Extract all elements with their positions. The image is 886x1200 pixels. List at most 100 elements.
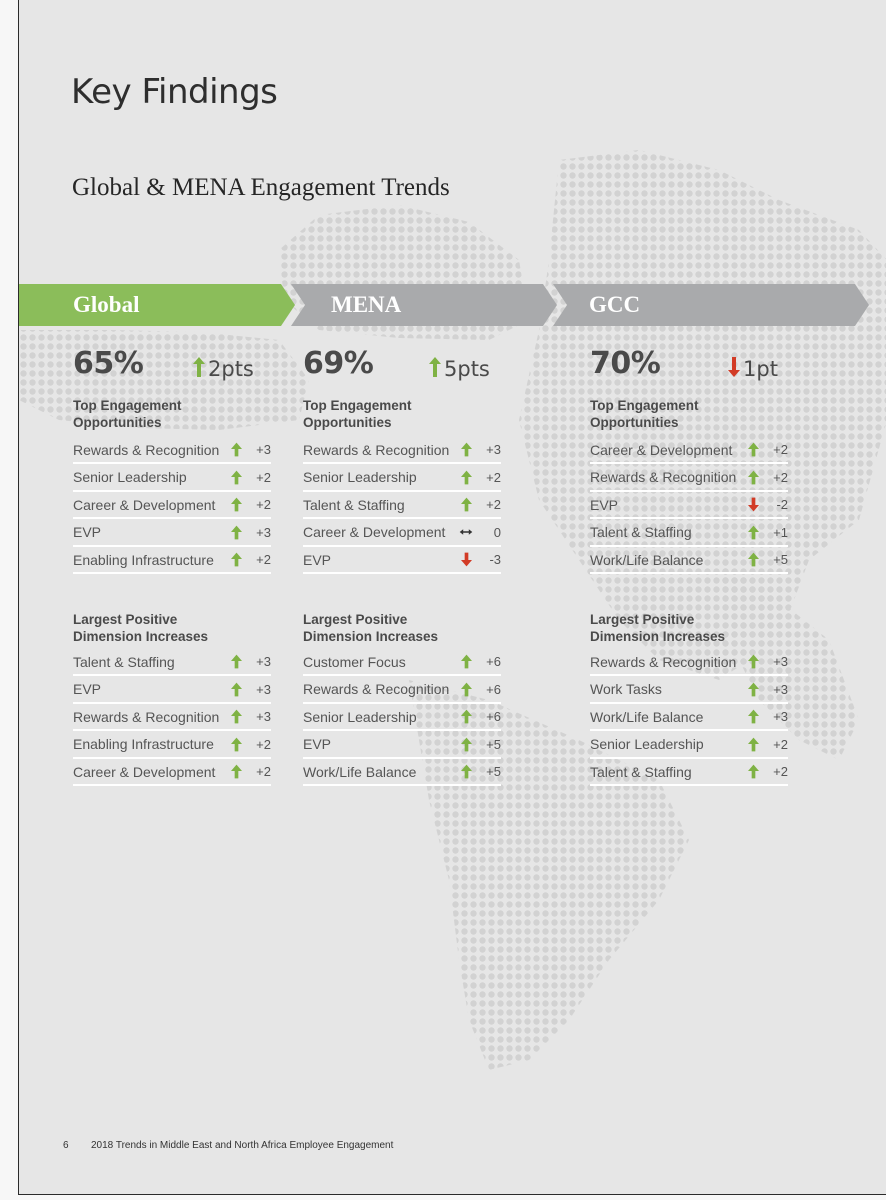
report-page: Key Findings Global & MENA Engagement Tr… <box>18 0 886 1195</box>
dimension-change: +1 <box>773 524 788 540</box>
engagement-score: 69% <box>303 346 374 381</box>
arrow-up-icon <box>746 525 760 540</box>
page-title: Key Findings <box>71 72 278 112</box>
top-opportunities-heading: Top Engagement Opportunities <box>590 398 699 430</box>
arrow-down-icon <box>459 552 473 567</box>
arrow-up-icon <box>459 709 473 724</box>
dimension-label: Talent & Staffing <box>590 763 692 780</box>
dimension-change: 0 <box>493 524 501 540</box>
positive-increase-row: Talent & Staffing +2 <box>590 759 788 786</box>
footer-page-number: 6 <box>63 1140 69 1151</box>
positive-increase-row: Career & Development +2 <box>73 759 271 786</box>
dimension-change: +3 <box>486 442 501 457</box>
positive-increase-row: EVP +5 <box>303 732 501 759</box>
top-opportunity-row: Rewards & Recognition +2 <box>590 465 788 492</box>
dimension-change: +2 <box>256 552 271 567</box>
section-title: Global & MENA Engagement Trends <box>72 174 450 201</box>
top-opportunity-row: EVP -2 <box>590 492 788 519</box>
arrow-up-icon <box>459 737 473 752</box>
dimension-change: -2 <box>776 497 788 512</box>
dimension-label: EVP <box>73 524 102 540</box>
arrow-up-icon <box>746 764 760 779</box>
dimension-change: +2 <box>773 764 788 779</box>
dimension-change: +3 <box>256 654 271 669</box>
dimension-label: Senior Leadership <box>590 736 704 752</box>
dimension-label: Senior Leadership <box>73 469 187 485</box>
arrow-up-icon <box>229 654 243 669</box>
dimension-label: Rewards & Recognition <box>303 681 450 697</box>
dimension-label: Senior Leadership <box>303 469 417 485</box>
dimension-label: Rewards & Recognition <box>590 653 737 670</box>
positive-increase-row: Senior Leadership +6 <box>303 704 501 731</box>
dimension-change: +5 <box>486 736 501 752</box>
top-opportunity-row: Career & Development 0 <box>303 520 501 547</box>
dimension-change: +2 <box>773 469 788 485</box>
arrow-up-icon <box>746 442 760 457</box>
dimension-label: EVP <box>303 736 332 752</box>
dimension-change: +2 <box>256 736 271 752</box>
dimension-label: Work/Life Balance <box>303 763 417 780</box>
positive-increase-row: Work/Life Balance +5 <box>303 759 501 786</box>
arrow-down-icon <box>728 356 743 382</box>
positive-increase-row: Work Tasks +3 <box>590 677 788 704</box>
tab-gcc[interactable]: GCC <box>589 292 641 317</box>
dimension-label: Customer Focus <box>303 653 406 670</box>
dimension-label: Work/Life Balance <box>590 551 704 568</box>
footer-title: 2018 Trends in Middle East and North Afr… <box>91 1140 394 1151</box>
score-change-label: 1pt <box>743 357 778 381</box>
dimension-change: +2 <box>486 497 501 512</box>
top-opportunities-heading: Top Engagement Opportunities <box>73 398 182 430</box>
top-opportunity-row: Rewards & Recognition +3 <box>73 437 271 464</box>
arrow-up-icon <box>229 682 243 697</box>
top-opportunity-row: Enabling Infrastructure +2 <box>73 547 271 574</box>
positive-increase-row: Customer Focus +6 <box>303 649 501 676</box>
arrow-up-icon <box>459 470 473 485</box>
tab-mena[interactable]: MENA <box>331 292 402 317</box>
arrow-up-icon <box>459 497 473 512</box>
dimension-change: +2 <box>486 469 501 485</box>
dimension-label: EVP <box>73 681 102 697</box>
tab-global[interactable]: Global <box>73 292 140 317</box>
tab-global-shape <box>19 284 295 326</box>
arrow-up-icon <box>229 525 243 540</box>
region-banner <box>19 284 869 326</box>
positive-increase-row: EVP +3 <box>73 677 271 704</box>
arrow-up-icon <box>459 764 473 779</box>
top-opportunity-row: Talent & Staffing +1 <box>590 520 788 547</box>
dimension-change: +2 <box>256 469 271 485</box>
score-change: 2pts <box>193 356 254 382</box>
dimension-change: +3 <box>256 681 271 697</box>
headline: 69% 5pts <box>303 342 501 388</box>
dimension-label: Rewards & Recognition <box>590 469 737 485</box>
world-map-dot-pattern <box>19 150 886 1070</box>
score-change: 1pt <box>728 356 778 382</box>
region-column-global: 65% 2pts Top Engagement Opportunities Rewar… <box>73 342 271 786</box>
top-opportunities-heading: Top Engagement Opportunities <box>303 398 412 430</box>
dimension-change: -3 <box>489 552 501 567</box>
positive-increase-row: Rewards & Recognition +3 <box>590 649 788 676</box>
arrow-up-icon <box>229 497 243 512</box>
arrow-up-icon <box>746 737 760 752</box>
dimension-label: Career & Development <box>73 496 216 513</box>
arrow-down-icon <box>746 497 760 512</box>
dimension-label: Enabling Infrastructure <box>73 551 214 568</box>
headline: 70% 1pt <box>590 342 788 388</box>
headline: 65% 2pts <box>73 342 271 388</box>
region-column-mena: 69% 5pts Top Engagement Opportunities Rewar… <box>303 342 501 786</box>
dimension-change: +6 <box>486 681 501 697</box>
arrow-up-icon <box>229 709 243 724</box>
tab-gcc-shape <box>553 284 869 326</box>
dimension-label: Work/Life Balance <box>590 708 704 725</box>
dimension-change: +6 <box>486 709 501 724</box>
arrow-up-icon <box>229 470 243 485</box>
arrow-up-icon <box>229 764 243 779</box>
region-column-gcc: 70% 1pt Top Engagement Opportunities Career… <box>590 342 788 786</box>
dimension-change: +2 <box>256 764 271 779</box>
positive-increase-row: Enabling Infrastructure +2 <box>73 732 271 759</box>
dimension-label: EVP <box>590 496 619 513</box>
dimension-change: +6 <box>486 654 501 669</box>
dimension-label: Rewards & Recognition <box>303 441 450 458</box>
top-opportunity-row: EVP -3 <box>303 547 501 574</box>
arrow-up-icon <box>459 442 473 457</box>
positive-increase-row: Rewards & Recognition +6 <box>303 677 501 704</box>
